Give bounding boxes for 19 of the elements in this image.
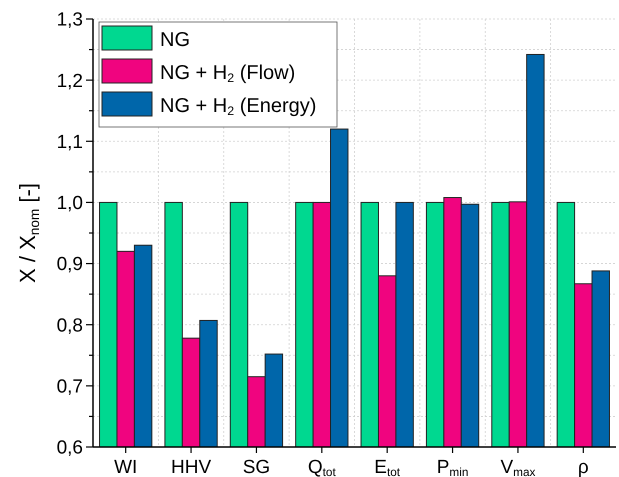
x-tick-label: WI	[114, 457, 138, 477]
legend-label: NG + H$_{2}$ (Flow)	[160, 62, 296, 85]
y-tick-label: 0,6	[56, 438, 83, 459]
x-tick-label: HHV	[171, 457, 212, 477]
x-tick-label: E$_{tot}$	[374, 457, 401, 477]
x-tick-label: V$_{max}$	[500, 457, 536, 477]
y-tick-label: 0,9	[56, 254, 83, 276]
x-tick-label: P$_{min}$	[436, 457, 468, 477]
y-tick-label: 0,8	[56, 315, 83, 336]
legend-label: NG + H$_{2}$ (Energy)	[160, 95, 316, 118]
x-tick-label: SG	[242, 457, 270, 477]
legend-label: NG	[160, 29, 190, 51]
y-tick-label: 1,0	[56, 193, 83, 214]
y-tick-label: 1,1	[56, 132, 83, 153]
x-tick-label: Q$_{tot}$	[308, 457, 336, 477]
y-tick-label: 1,3	[56, 10, 83, 31]
y-tick-label: 1,2	[56, 70, 83, 92]
y-tick-label: 0,7	[56, 376, 83, 398]
x-tick-label: ρ	[578, 457, 589, 477]
